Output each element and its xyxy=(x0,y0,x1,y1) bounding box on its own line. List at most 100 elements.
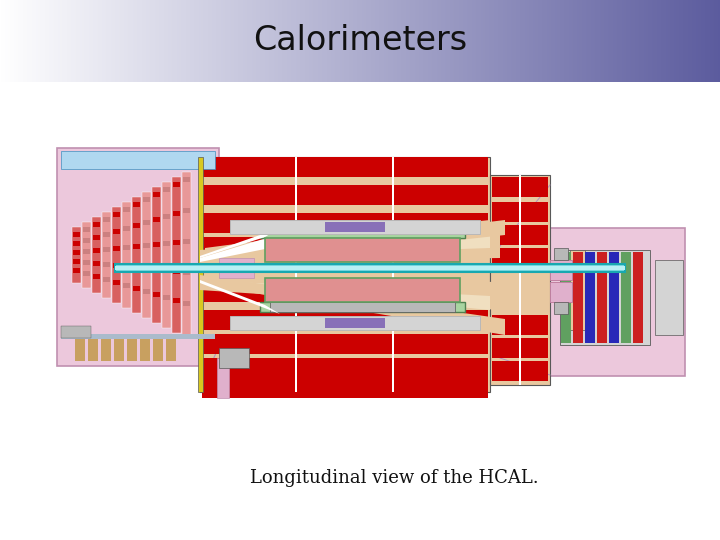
Polygon shape xyxy=(200,280,280,314)
Bar xyxy=(183,208,190,213)
Bar xyxy=(325,318,385,328)
Bar xyxy=(0,82,720,540)
Bar xyxy=(57,148,219,366)
Bar xyxy=(166,336,176,361)
Bar xyxy=(392,157,394,392)
Bar xyxy=(101,336,111,361)
Bar xyxy=(492,248,548,268)
Bar xyxy=(550,260,572,280)
Polygon shape xyxy=(200,237,270,262)
Bar xyxy=(200,157,490,392)
Bar xyxy=(492,225,548,245)
Bar xyxy=(550,282,572,302)
Bar xyxy=(230,316,480,330)
Bar xyxy=(113,246,120,251)
Bar xyxy=(597,252,607,343)
Bar xyxy=(173,269,180,274)
Text: Longitudinal view of the HCAL.: Longitudinal view of the HCAL. xyxy=(250,469,539,487)
Bar xyxy=(230,220,480,234)
Bar xyxy=(93,235,100,240)
Bar xyxy=(500,228,685,376)
Bar xyxy=(270,248,455,258)
Bar xyxy=(103,232,110,237)
Bar xyxy=(173,211,180,216)
Bar xyxy=(83,227,90,232)
Bar xyxy=(183,270,190,275)
Bar xyxy=(82,222,91,288)
Bar xyxy=(153,192,160,197)
Bar xyxy=(153,217,160,222)
Bar xyxy=(492,177,548,197)
Bar xyxy=(573,252,583,343)
Bar xyxy=(173,298,180,303)
Bar xyxy=(133,223,140,228)
Bar xyxy=(153,267,160,272)
Text: Calorimeters: Calorimeters xyxy=(253,24,467,57)
Bar xyxy=(554,302,568,314)
Bar xyxy=(162,182,171,328)
Bar xyxy=(83,260,90,265)
Bar xyxy=(153,292,160,297)
Bar xyxy=(621,252,631,343)
Bar xyxy=(102,212,111,298)
Bar xyxy=(73,268,80,273)
Bar xyxy=(554,248,568,260)
Bar xyxy=(123,283,130,288)
Bar xyxy=(265,238,460,262)
Bar xyxy=(133,265,140,270)
Bar xyxy=(295,157,297,392)
Bar xyxy=(153,336,163,361)
Bar xyxy=(163,187,170,192)
Bar xyxy=(115,266,625,270)
Bar xyxy=(93,274,100,279)
Bar xyxy=(103,277,110,282)
Polygon shape xyxy=(500,185,550,375)
Bar xyxy=(83,249,90,254)
Bar xyxy=(163,295,170,300)
Bar xyxy=(585,252,595,343)
Polygon shape xyxy=(200,232,490,258)
Bar xyxy=(202,310,488,330)
Bar xyxy=(492,315,548,335)
Bar xyxy=(163,268,170,273)
Bar xyxy=(113,263,120,268)
Bar xyxy=(143,197,150,202)
Bar xyxy=(75,336,85,361)
Bar xyxy=(113,212,120,217)
Bar xyxy=(325,222,385,232)
Bar xyxy=(609,252,619,343)
Bar xyxy=(183,301,190,306)
Bar xyxy=(133,286,140,291)
Bar xyxy=(83,271,90,276)
Bar xyxy=(132,197,141,313)
Bar xyxy=(103,247,110,252)
Bar xyxy=(173,240,180,245)
Bar xyxy=(217,358,229,398)
Bar xyxy=(114,336,124,361)
Bar xyxy=(93,222,100,227)
Bar xyxy=(492,202,548,222)
Bar xyxy=(140,336,150,361)
Polygon shape xyxy=(200,230,500,262)
Bar xyxy=(260,228,465,238)
Bar xyxy=(152,187,161,323)
Bar xyxy=(202,358,488,378)
Bar xyxy=(172,177,181,333)
Bar xyxy=(122,202,131,308)
Bar xyxy=(123,245,130,250)
Polygon shape xyxy=(200,278,500,310)
Bar xyxy=(73,241,80,246)
Bar xyxy=(123,207,130,212)
Bar xyxy=(115,264,625,272)
Bar xyxy=(143,289,150,294)
Bar xyxy=(490,175,550,385)
Bar xyxy=(93,261,100,266)
Bar xyxy=(173,182,180,187)
Bar xyxy=(142,192,151,318)
Bar xyxy=(123,264,130,269)
Polygon shape xyxy=(200,280,490,310)
Bar xyxy=(112,207,121,303)
Bar xyxy=(202,157,488,177)
Bar xyxy=(219,348,249,368)
Bar xyxy=(103,217,110,222)
